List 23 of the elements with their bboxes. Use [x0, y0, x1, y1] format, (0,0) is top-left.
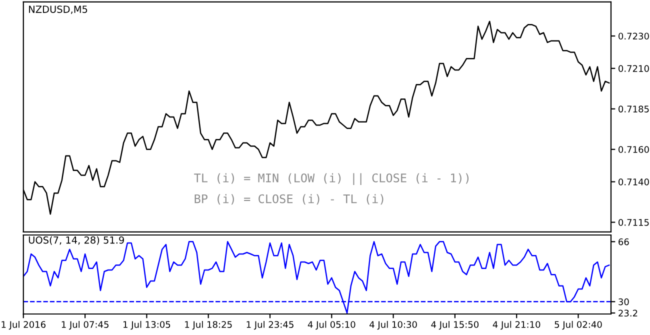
x-tick-label: 4 Jul 05:10 — [308, 320, 356, 330]
x-tick-label: 1 Jul 18:25 — [185, 320, 232, 330]
y-tick-label: 0.7160 — [618, 146, 649, 153]
y-tick-label: 0.7115 — [618, 219, 649, 226]
annotation: BP (i) = CLOSE (i) - TL (i) — [194, 194, 384, 205]
x-tick-label: 1 Jul 07:45 — [62, 320, 108, 330]
x-tick-label: 4 Jul 21:10 — [492, 320, 540, 330]
x-tick-label: 5 Jul 02:40 — [554, 320, 602, 330]
x-tick-label: 4 Jul 10:30 — [370, 320, 417, 330]
y-tick-label: 23.2 — [618, 310, 638, 317]
x-tick-label: 1 Jul 23:45 — [246, 320, 294, 330]
y-tick-label: 30 — [618, 298, 629, 306]
y-tick-label: 66 — [618, 238, 629, 246]
y-tick-label: 0.7210 — [618, 65, 649, 72]
chart-title: UOS(7, 14, 28) 51.9 — [28, 236, 124, 245]
chart-title: NZDUSD,M5 — [29, 6, 88, 14]
y-tick-label: 0.7140 — [618, 178, 649, 186]
x-tick-label: 4 Jul 15:50 — [431, 320, 479, 330]
y-tick-label: 0.7230 — [618, 32, 649, 40]
x-tick-label: 1 Jul 2016 — [2, 320, 46, 330]
y-tick-label: 0.7185 — [618, 106, 649, 112]
annotation: TL (i) = MIN (LOW (i) || CLOSE (i - 1)) — [194, 173, 469, 185]
x-tick-label: 1 Jul 13:05 — [123, 320, 170, 330]
